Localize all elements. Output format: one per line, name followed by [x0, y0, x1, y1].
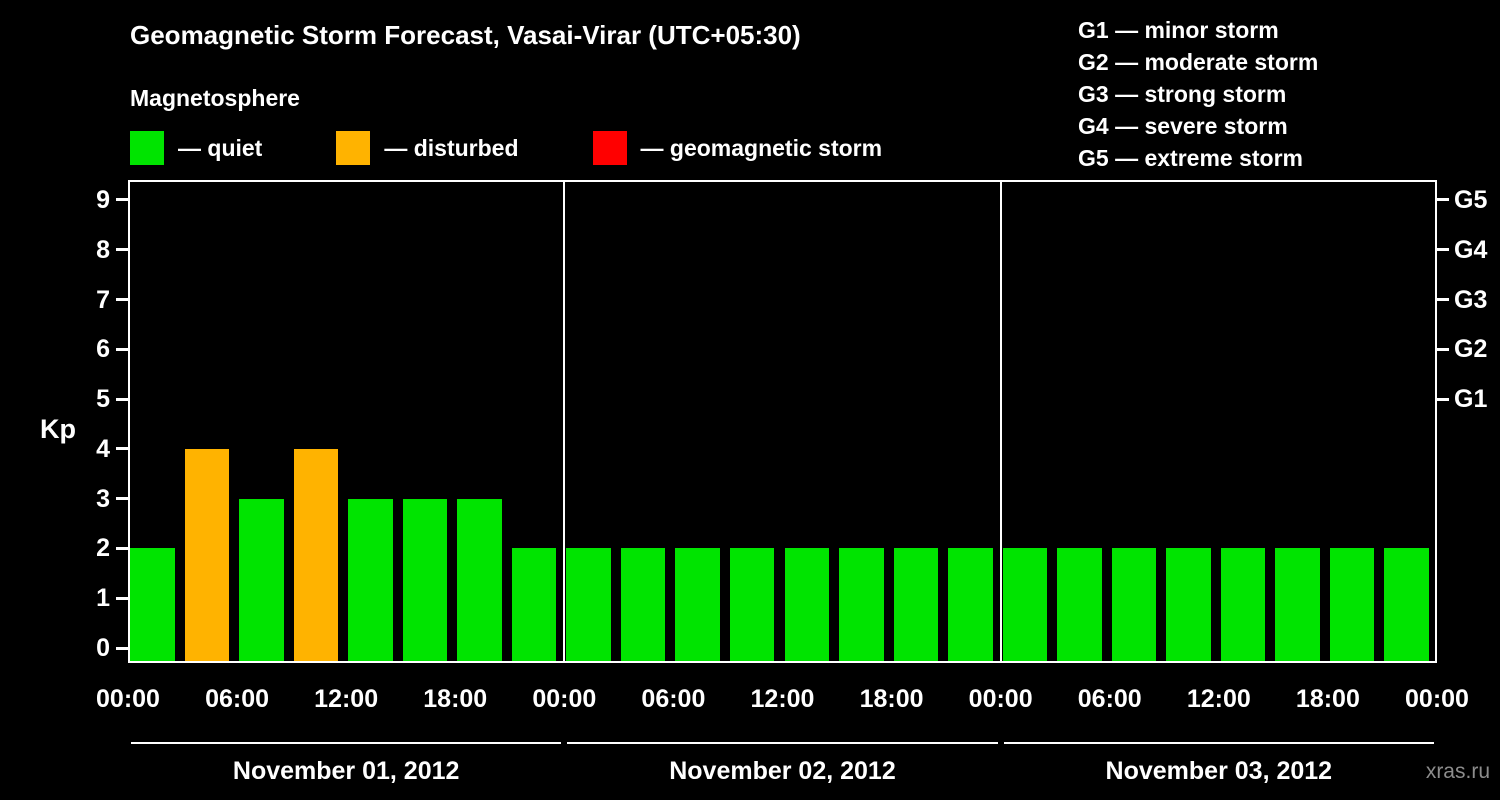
x-axis-tick-label: 00:00	[1405, 685, 1469, 713]
legend-item-label: — disturbed	[384, 134, 519, 161]
g-axis-tick	[1437, 248, 1449, 252]
kp-bar	[348, 498, 393, 661]
y-axis-tick	[116, 546, 128, 550]
y-axis-tick-label: 0	[96, 634, 110, 663]
x-axis-tick-label: 12:00	[750, 685, 815, 713]
g-axis-tick-label: G5	[1454, 185, 1488, 214]
quiet-color-swatch	[130, 131, 164, 165]
kp-bar	[1329, 548, 1375, 661]
y-axis-title: Kp	[40, 414, 76, 444]
y-axis-tick	[116, 347, 128, 351]
day-separator-line	[563, 182, 566, 661]
disturbed-color-swatch	[336, 131, 371, 165]
g-axis-tick	[1437, 198, 1449, 202]
g-axis-tick-label: G4	[1454, 235, 1488, 264]
x-axis-tick-label: 00:00	[968, 685, 1033, 713]
y-axis-tick	[116, 497, 128, 501]
kp-bar	[511, 548, 557, 661]
kp-bar	[620, 548, 666, 661]
y-axis-tick	[116, 198, 128, 202]
legend-item-storm: — geomagnetic storm	[592, 131, 883, 165]
kp-bar	[130, 548, 175, 661]
legend-item-label: — geomagnetic storm	[640, 134, 883, 161]
day-separator-line	[999, 182, 1002, 661]
x-axis-tick-label: 18:00	[1295, 685, 1360, 713]
x-axis-tick-label: 06:00	[641, 685, 706, 713]
g-axis-tick-label: G2	[1454, 335, 1488, 364]
storm-scale-item: G4 — severe storm	[1078, 113, 1288, 139]
kp-bar	[1002, 548, 1048, 661]
date-label: November 03, 2012	[1105, 757, 1333, 785]
storm-scale-item: G2 — moderate storm	[1078, 49, 1319, 75]
storm-scale-legend: G1 — minor storm G2 — moderate storm G3 — …	[1078, 14, 1318, 174]
y-axis-tick	[116, 596, 128, 600]
kp-bar	[839, 548, 884, 661]
kp-bar	[1111, 548, 1157, 661]
x-axis-tick-label: 18:00	[859, 685, 924, 713]
y-axis-tick-label: 1	[96, 584, 110, 613]
kp-bar	[948, 548, 993, 661]
y-axis-tick-label: 2	[96, 534, 110, 563]
x-axis-tick-label: 12:00	[314, 685, 379, 713]
x-axis-tick-label: 00:00	[532, 685, 597, 713]
y-axis-tick	[116, 447, 128, 451]
storm-scale-item: G5 — extreme storm	[1078, 145, 1303, 171]
plot-area	[128, 180, 1437, 663]
legend-item-quiet: — quiet	[130, 131, 262, 165]
kp-bar	[1166, 548, 1211, 661]
kp-bar	[893, 548, 939, 661]
y-axis-tick	[116, 397, 128, 401]
y-axis-tick-label: 9	[96, 185, 110, 214]
x-axis-tick-label: 12:00	[1186, 685, 1251, 713]
y-axis-tick-label: 5	[96, 385, 110, 414]
y-axis-tick	[116, 298, 128, 301]
magnetosphere-legend-title: Magnetosphere	[130, 85, 300, 111]
y-axis-tick	[116, 646, 128, 650]
date-label: November 02, 2012	[669, 757, 896, 785]
y-axis-tick-label: 3	[96, 484, 110, 513]
date-label: November 01, 2012	[232, 757, 460, 785]
x-axis-tick-label: 00:00	[96, 685, 160, 713]
legend-item-label: — quiet	[178, 134, 263, 161]
g-axis-tick	[1437, 298, 1449, 301]
kp-bar	[1384, 548, 1429, 661]
g-axis-tick-label: G3	[1454, 285, 1488, 314]
kp-bar	[239, 498, 284, 661]
legend-item-disturbed: — disturbed	[336, 131, 519, 165]
kp-bar	[457, 498, 502, 661]
storm-scale-item: G1 — minor storm	[1078, 17, 1279, 43]
kp-bar	[1220, 548, 1266, 661]
x-axis-tick-label: 18:00	[423, 685, 488, 713]
y-axis-tick-label: 8	[96, 235, 110, 264]
kp-bar	[184, 448, 230, 661]
kp-bar	[402, 498, 448, 661]
date-bracket-line	[567, 742, 998, 744]
x-axis-tick-label: 06:00	[1077, 685, 1142, 713]
chart-title: Geomagnetic Storm Forecast, Vasai-Virar …	[130, 20, 801, 50]
y-axis-tick-label: 6	[96, 335, 110, 364]
kp-bar	[784, 548, 830, 661]
date-bracket-line	[1003, 742, 1434, 744]
storm-scale-item: G3 — strong storm	[1078, 81, 1287, 107]
watermark: xras.ru	[1425, 760, 1490, 783]
x-axis-tick-label: 06:00	[205, 685, 270, 713]
y-axis-tick	[116, 248, 128, 252]
g-axis-tick-label: G1	[1454, 385, 1488, 414]
y-axis-tick-label: 7	[96, 285, 110, 314]
kp-bar	[729, 548, 775, 661]
storm-color-swatch	[592, 131, 627, 165]
kp-bar	[293, 448, 339, 661]
kp-bar	[675, 548, 720, 661]
kp-bar	[566, 548, 611, 661]
kp-bar	[1275, 548, 1320, 661]
kp-bar	[1057, 548, 1102, 661]
y-axis-tick-label: 4	[96, 434, 110, 463]
g-axis-tick	[1437, 347, 1449, 351]
date-bracket-line	[131, 742, 562, 744]
magnetosphere-legend: — quiet — disturbed — geomagnetic storm	[130, 131, 882, 165]
g-axis-tick	[1437, 397, 1449, 401]
